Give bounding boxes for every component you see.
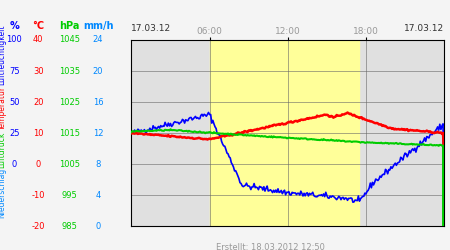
Text: 4: 4 bbox=[95, 191, 101, 200]
Text: Erstellt: 18.03.2012 12:50: Erstellt: 18.03.2012 12:50 bbox=[216, 243, 325, 250]
Text: 0: 0 bbox=[36, 160, 41, 169]
Text: 1045: 1045 bbox=[59, 36, 80, 44]
Text: 50: 50 bbox=[9, 98, 20, 106]
Text: 0: 0 bbox=[95, 222, 101, 231]
Text: hPa: hPa bbox=[59, 21, 80, 31]
Text: -20: -20 bbox=[32, 222, 45, 231]
Text: 1025: 1025 bbox=[59, 98, 80, 106]
Text: mm/h: mm/h bbox=[83, 21, 113, 31]
Text: 20: 20 bbox=[93, 66, 104, 76]
Text: 985: 985 bbox=[62, 222, 78, 231]
Text: Temperatur: Temperatur bbox=[0, 86, 7, 130]
Text: 100: 100 bbox=[6, 36, 22, 44]
Text: 30: 30 bbox=[33, 66, 44, 76]
Text: 24: 24 bbox=[93, 36, 104, 44]
Text: 20: 20 bbox=[33, 98, 44, 106]
Text: 17.03.12: 17.03.12 bbox=[131, 24, 171, 34]
Text: 75: 75 bbox=[9, 66, 20, 76]
Text: Luftfeuchtigkeit: Luftfeuchtigkeit bbox=[0, 25, 7, 85]
Bar bbox=[210, 40, 360, 226]
Text: Niederschlag: Niederschlag bbox=[0, 168, 7, 218]
Text: 995: 995 bbox=[62, 191, 77, 200]
Text: 12: 12 bbox=[93, 128, 104, 138]
Text: 40: 40 bbox=[33, 36, 44, 44]
Text: 25: 25 bbox=[9, 128, 20, 138]
Text: 17.03.12: 17.03.12 bbox=[404, 24, 444, 34]
Text: %: % bbox=[9, 21, 19, 31]
Text: Luftdruck: Luftdruck bbox=[0, 132, 7, 168]
Text: 16: 16 bbox=[93, 98, 104, 106]
Text: 1005: 1005 bbox=[59, 160, 80, 169]
Text: 10: 10 bbox=[33, 128, 44, 138]
Text: 1015: 1015 bbox=[59, 128, 80, 138]
Text: 0: 0 bbox=[12, 160, 17, 169]
Text: °C: °C bbox=[32, 21, 44, 31]
Text: 1035: 1035 bbox=[59, 66, 80, 76]
Text: -10: -10 bbox=[32, 191, 45, 200]
Text: 8: 8 bbox=[95, 160, 101, 169]
